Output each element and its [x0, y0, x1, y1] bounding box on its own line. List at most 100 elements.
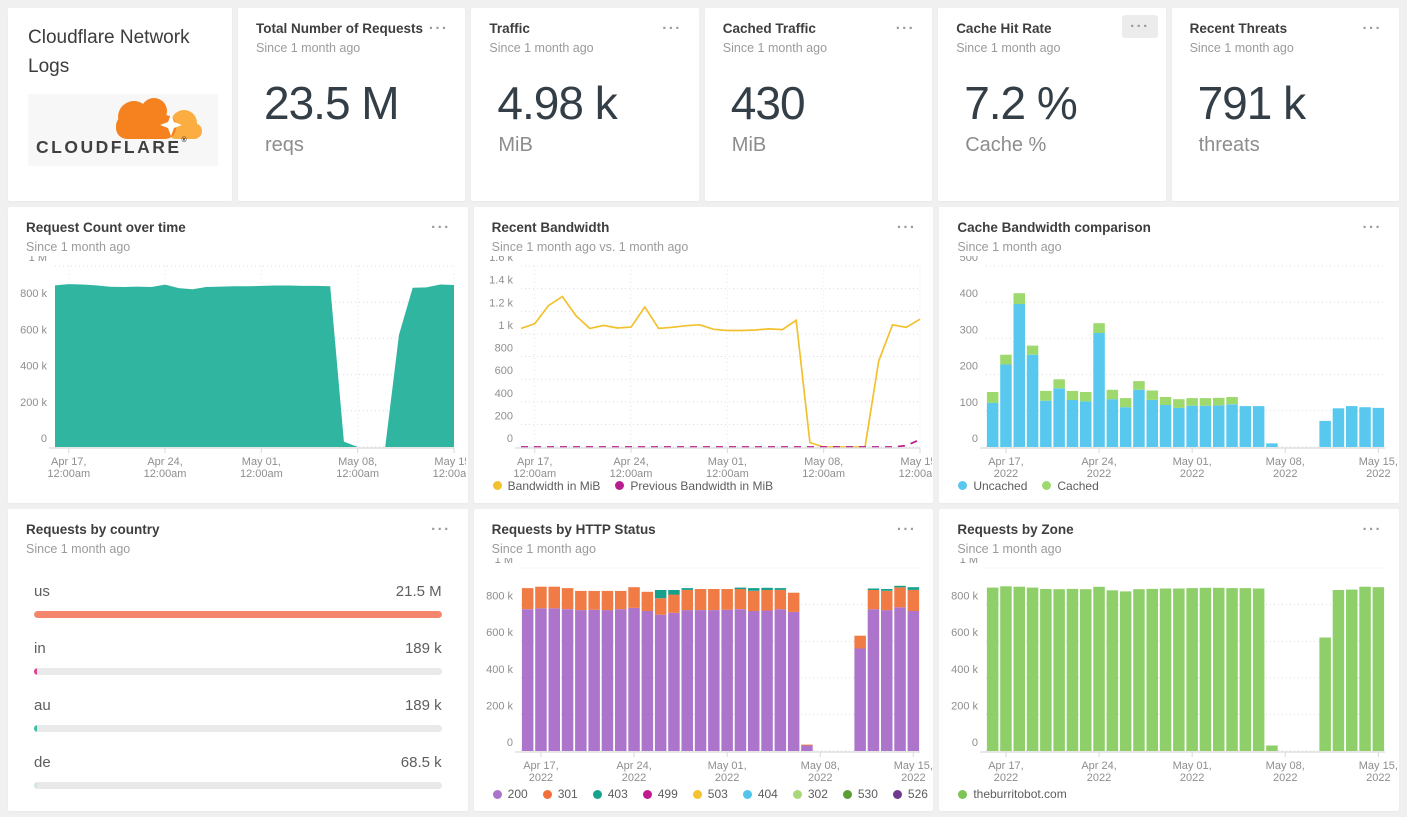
svg-text:12:00am: 12:00am [240, 468, 283, 480]
bottom-row: Requests by country Since 1 month ago ··… [8, 508, 1399, 811]
stat-value: 430 [730, 77, 806, 130]
svg-text:Apr 24,: Apr 24, [1082, 760, 1117, 772]
svg-text:2022: 2022 [621, 772, 645, 784]
legend-item[interactable]: 301 [542, 787, 578, 801]
legend-item[interactable]: Cached [1042, 478, 1099, 493]
panel-menu-button[interactable]: ··· [662, 20, 682, 37]
svg-text:1.6 k: 1.6 k [489, 256, 513, 264]
svg-text:May 08,: May 08, [804, 456, 843, 468]
legend-item[interactable]: 503 [692, 787, 728, 801]
legend-item[interactable]: 499 [642, 787, 678, 801]
legend-color-dot [792, 789, 802, 799]
panel-title: Total Number of Requests [256, 21, 424, 36]
svg-text:12:00am: 12:00am [144, 468, 187, 480]
legend-label: theburritobot.com [973, 787, 1067, 801]
svg-text:0: 0 [972, 433, 978, 445]
svg-text:100: 100 [960, 397, 978, 409]
request-count-chart[interactable]: 1 M 800 k 600 k 400 k 200 k 0 Apr 17, 12:00am Ap… [10, 256, 466, 480]
legend-label: Uncached [973, 478, 1028, 493]
panel-menu-button[interactable]: ··· [896, 218, 917, 236]
svg-text:2022: 2022 [1087, 468, 1111, 480]
legend-item[interactable]: 302 [792, 787, 828, 801]
svg-text:May 15,: May 15, [893, 760, 931, 772]
legend-color-dot [958, 789, 968, 799]
svg-text:800 k: 800 k [951, 591, 978, 603]
stat-unit: MiB [498, 134, 533, 157]
svg-text:May 08,: May 08, [800, 760, 839, 772]
svg-text:2022: 2022 [901, 772, 925, 784]
legend-color-dot [692, 789, 702, 799]
legend-label: Cached [1057, 478, 1099, 493]
legend-item[interactable]: 403 [592, 787, 628, 801]
country-row: us 21.5 M [34, 583, 442, 618]
panel-traffic: Traffic Since 1 month ago ··· 4.98 k MiB [471, 8, 699, 201]
svg-text:600 k: 600 k [20, 324, 47, 336]
panel-menu-button[interactable]: ··· [895, 20, 916, 37]
panel-subtitle: Since 1 month ago [722, 41, 828, 56]
svg-text:May 01,: May 01, [1173, 456, 1212, 468]
zone-chart[interactable]: 1 M 800 k 600 k 400 k 200 k 0 Apr 17, 2022 Apr 2… [941, 558, 1397, 785]
svg-text:2022: 2022 [994, 468, 1018, 480]
panel-menu-button[interactable]: ··· [1362, 218, 1382, 236]
panel-menu-button[interactable]: ··· [1362, 520, 1382, 538]
svg-text:Apr 17,: Apr 17, [517, 456, 552, 468]
dashboard-title: Cloudflare Network Logs [28, 27, 190, 78]
svg-text:May 01,: May 01, [1173, 760, 1212, 772]
legend-item[interactable]: Uncached [958, 479, 1027, 493]
legend-item[interactable]: 530 [842, 787, 878, 801]
svg-text:200 k: 200 k [20, 397, 47, 409]
panel-menu-button[interactable]: ··· [431, 520, 451, 538]
legend-label: 499 [657, 787, 678, 801]
stat-value: 4.98 k [497, 77, 617, 130]
http-status-chart[interactable]: 1 M 800 k 600 k 400 k 200 k 0 Apr 17, 2022 Apr 2… [476, 558, 932, 785]
legend-label: 404 [757, 787, 778, 801]
svg-text:May 08,: May 08, [338, 456, 377, 468]
panel-title: Cached Traffic [722, 21, 816, 36]
svg-text:600: 600 [494, 365, 512, 377]
panel-menu-button[interactable]: ··· [896, 520, 917, 538]
legend-item[interactable]: 526 [892, 787, 928, 801]
panel-title: Requests by Zone [957, 521, 1074, 537]
svg-text:12:00am: 12:00am [336, 468, 379, 480]
svg-text:1 M: 1 M [29, 256, 47, 264]
country-bar-track [34, 611, 442, 618]
country-label: in [34, 640, 46, 657]
legend-label: 302 [807, 787, 828, 801]
svg-text:May 08,: May 08, [1266, 456, 1305, 468]
panel-subtitle: Since 1 month ago [956, 41, 1061, 56]
svg-text:200: 200 [494, 410, 512, 422]
panel-subtitle: Since 1 month ago [489, 41, 594, 56]
panel-menu-button[interactable]: ··· [431, 218, 451, 236]
legend-item[interactable]: 200 [492, 787, 528, 801]
panel-cached-traffic: Cached Traffic Since 1 month ago ··· 430… [704, 8, 933, 201]
panel-subtitle: Since 1 month ago [957, 542, 1062, 556]
stat-unit: Cache % [965, 134, 1047, 157]
legend-item[interactable]: 404 [742, 787, 778, 801]
legend-label: Previous Bandwidth in MiB [630, 478, 774, 493]
panel-subtitle: Since 1 month ago [256, 41, 361, 56]
country-bar-track [34, 782, 442, 789]
svg-text:400: 400 [494, 388, 512, 400]
panel-menu-button[interactable]: ··· [1122, 15, 1158, 38]
legend-item[interactable]: Previous Bandwidth in MiB [615, 479, 773, 493]
svg-text:May 01,: May 01, [707, 456, 746, 468]
legend-item[interactable]: Bandwidth in MiB [492, 479, 600, 493]
legend-label: 530 [857, 787, 878, 801]
panel-menu-button[interactable]: ··· [428, 20, 449, 37]
country-value: 189 k [404, 640, 442, 657]
panel-cache-bandwidth: Cache Bandwidth comparison Since 1 month… [939, 206, 1399, 503]
legend-label: 200 [507, 787, 528, 801]
panel-recent-bandwidth: Recent Bandwidth Since 1 month ago vs. 1… [473, 206, 934, 503]
cloudflare-logo: CLOUDFLARE® [28, 93, 218, 166]
chart-legend: theburritobot.com [939, 785, 1399, 811]
svg-text:1 M: 1 M [960, 558, 978, 566]
cache-bandwidth-chart[interactable]: 500 400 300 200 100 0 Apr 17, 2022 Apr 24, 2022 Ma… [941, 256, 1397, 480]
svg-text:1.4 k: 1.4 k [489, 274, 513, 286]
middle-row: Request Count over time Since 1 month ag… [8, 206, 1399, 503]
legend-item[interactable]: theburritobot.com [958, 787, 1067, 801]
panel-menu-button[interactable]: ··· [1362, 20, 1382, 37]
svg-text:1 k: 1 k [498, 320, 513, 332]
legend-color-dot [958, 481, 968, 491]
country-bar-fill [34, 725, 37, 732]
